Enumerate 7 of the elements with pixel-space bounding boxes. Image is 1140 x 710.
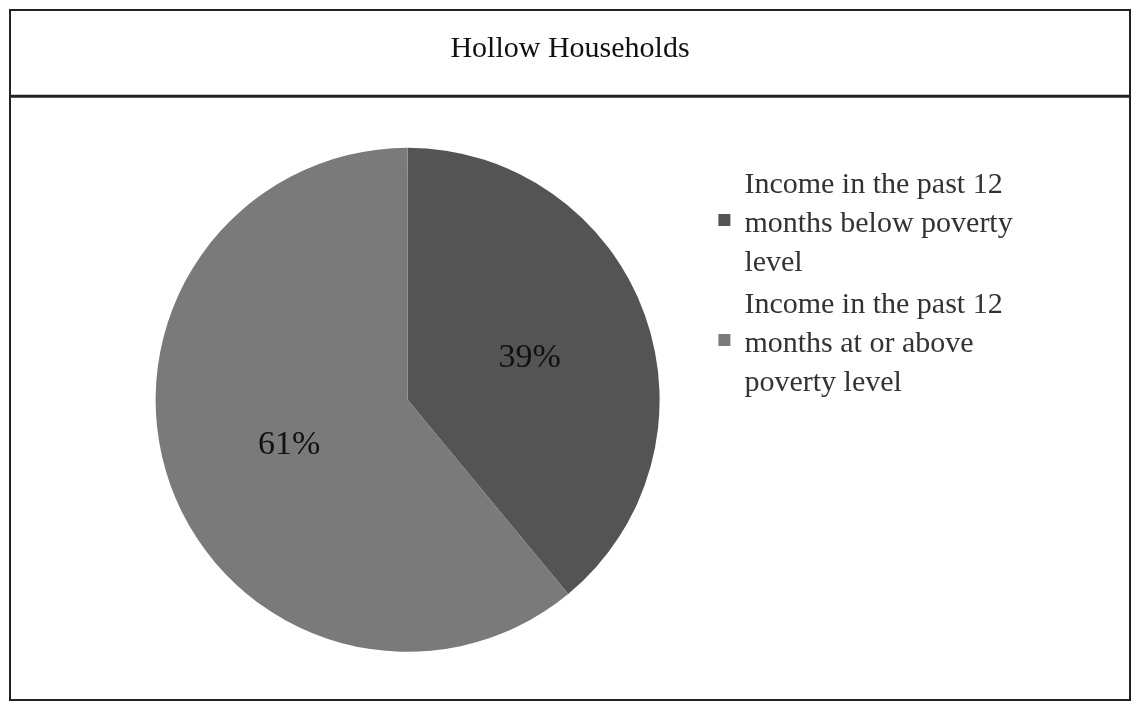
pie-slice bbox=[155, 147, 569, 652]
pie-slice bbox=[407, 147, 660, 595]
legend-label: Income in the past 12 months at or above poverty level bbox=[744, 285, 1003, 397]
legend-label: Income in the past 12 months below poverty level bbox=[744, 165, 1013, 277]
data-label: 39% bbox=[498, 337, 561, 375]
chart-title: Hollow Households bbox=[450, 29, 690, 63]
data-label: 61% bbox=[257, 424, 321, 462]
